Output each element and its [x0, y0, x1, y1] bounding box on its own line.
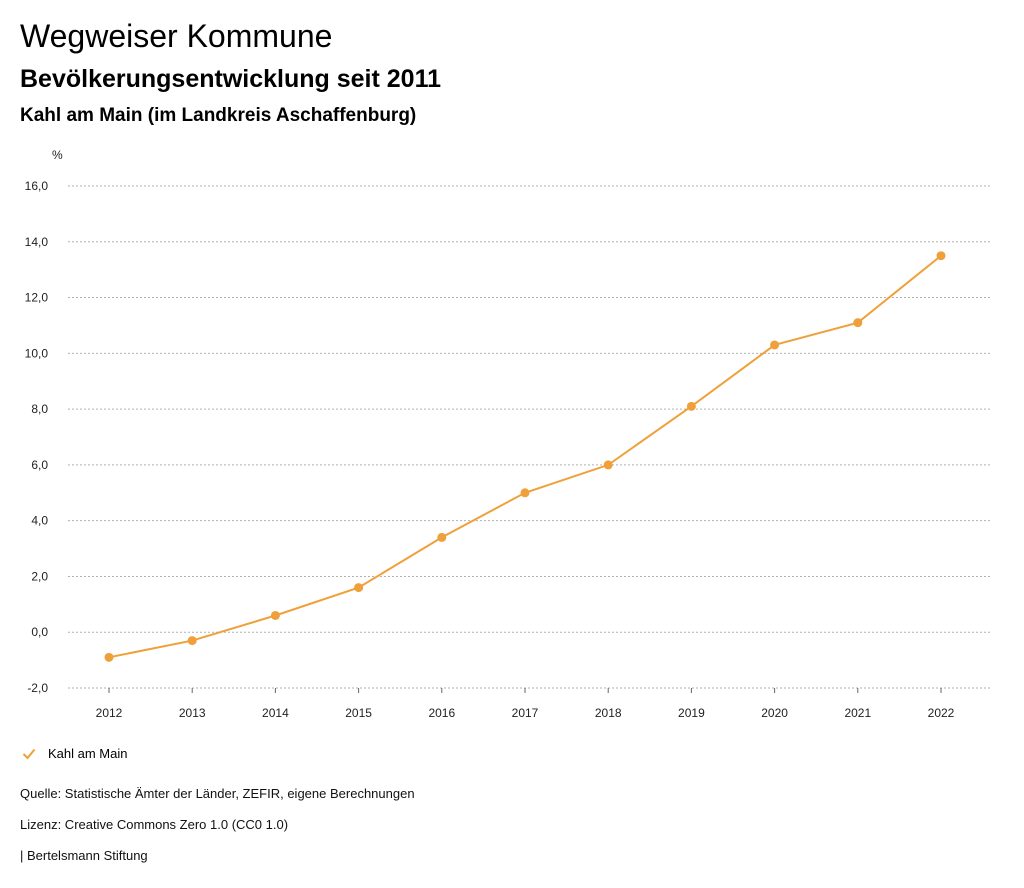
- x-tick-label: 2018: [595, 706, 622, 720]
- y-tick-label: 12,0: [25, 291, 49, 305]
- line-chart: % -2,0 0,0 2,0 4,0 6,0 8,0 10,0 12,0 14,0 16,0 20…: [25, 148, 990, 720]
- y-tick-label: 6,0: [31, 458, 48, 472]
- x-tick-label: 2022: [928, 706, 955, 720]
- y-tick-label: 14,0: [25, 235, 49, 249]
- y-tick-label: 10,0: [25, 346, 49, 360]
- data-point[interactable]: [936, 251, 946, 261]
- y-tick-label: 16,0: [25, 179, 49, 193]
- x-tick-label: 2016: [428, 706, 455, 720]
- data-point[interactable]: [187, 636, 197, 646]
- source-note: Quelle: Statistische Ämter der Länder, Z…: [20, 786, 415, 801]
- x-tick-label: 2021: [844, 706, 871, 720]
- legend-label: Kahl am Main: [48, 746, 128, 761]
- y-tick-label: 2,0: [31, 569, 48, 583]
- series-line: [108, 254, 942, 659]
- check-icon: [22, 744, 38, 764]
- x-tick-label: 2014: [262, 706, 289, 720]
- data-point[interactable]: [686, 401, 696, 411]
- y-tick-label: 4,0: [31, 514, 48, 528]
- data-point[interactable]: [104, 652, 114, 662]
- gridlines: [68, 185, 990, 689]
- x-tick-label: 2017: [512, 706, 539, 720]
- x-tick-label: 2020: [761, 706, 788, 720]
- y-tick-label: 8,0: [31, 402, 48, 416]
- organization-note: | Bertelsmann Stiftung: [20, 848, 148, 863]
- license-note: Lizenz: Creative Commons Zero 1.0 (CC0 1…: [20, 817, 289, 832]
- data-point[interactable]: [437, 532, 447, 542]
- x-axis-ticks: 2012 2013 2014 2015 2016 2017 2018 2019 2020 2021…: [96, 688, 955, 720]
- chart-subtitle: Bevölkerungsentwicklung seit 2011: [20, 65, 441, 93]
- data-point[interactable]: [603, 460, 613, 470]
- y-axis-ticks: -2,0 0,0 2,0 4,0 6,0 8,0 10,0 12,0 14,0 16,0: [25, 179, 49, 695]
- data-point[interactable]: [770, 340, 780, 350]
- x-tick-label: 2019: [678, 706, 705, 720]
- y-tick-label: -2,0: [27, 681, 48, 695]
- x-tick-label: 2012: [96, 706, 123, 720]
- x-tick-label: 2013: [179, 706, 206, 720]
- y-tick-label: 0,0: [31, 625, 48, 639]
- data-point[interactable]: [853, 318, 863, 328]
- data-point[interactable]: [520, 488, 530, 498]
- legend[interactable]: Kahl am Main: [22, 744, 127, 764]
- y-axis-unit-label: %: [52, 148, 63, 162]
- series-kahl-am-main: [104, 251, 946, 662]
- data-point[interactable]: [270, 610, 280, 620]
- data-point[interactable]: [354, 583, 364, 593]
- x-tick-label: 2015: [345, 706, 372, 720]
- region-label: Kahl am Main (im Landkreis Aschaffenburg…: [20, 105, 417, 126]
- page-title: Wegweiser Kommune: [20, 18, 333, 54]
